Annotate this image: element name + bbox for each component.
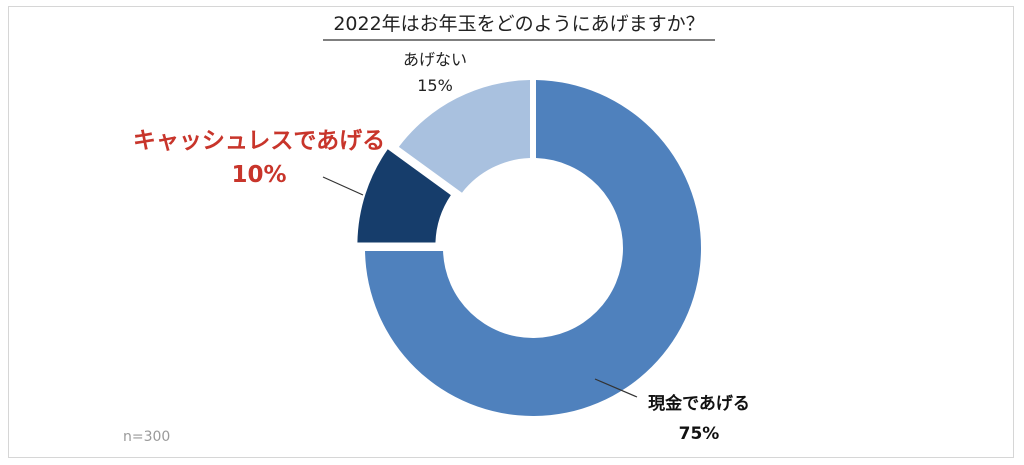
label-cash-value: 75% <box>679 424 720 444</box>
sample-size-note: n=300 <box>123 429 170 445</box>
slice-none <box>398 80 531 193</box>
slice-cash <box>365 80 701 416</box>
label-cash-name: 現金であげる <box>648 393 750 414</box>
chart-frame: 2022年はお年玉をどのようにあげますか？ あげない 15% キャッシュレスであ… <box>8 6 1014 458</box>
leader-line-cashless <box>322 176 364 196</box>
label-none-value: 15% <box>417 76 453 95</box>
label-cashless-name: キャッシュレスであげる <box>133 128 385 154</box>
label-none-name: あげない <box>403 50 467 69</box>
slices-group <box>357 80 701 416</box>
label-cashless-value: 10% <box>231 162 286 188</box>
slice-cashless <box>357 149 451 243</box>
chart-title: 2022年はお年玉をどのようにあげますか？ <box>333 13 704 35</box>
leader-line-cash <box>594 378 638 398</box>
donut-chart: 2022年はお年玉をどのようにあげますか？ あげない 15% キャッシュレスであ… <box>123 13 750 445</box>
